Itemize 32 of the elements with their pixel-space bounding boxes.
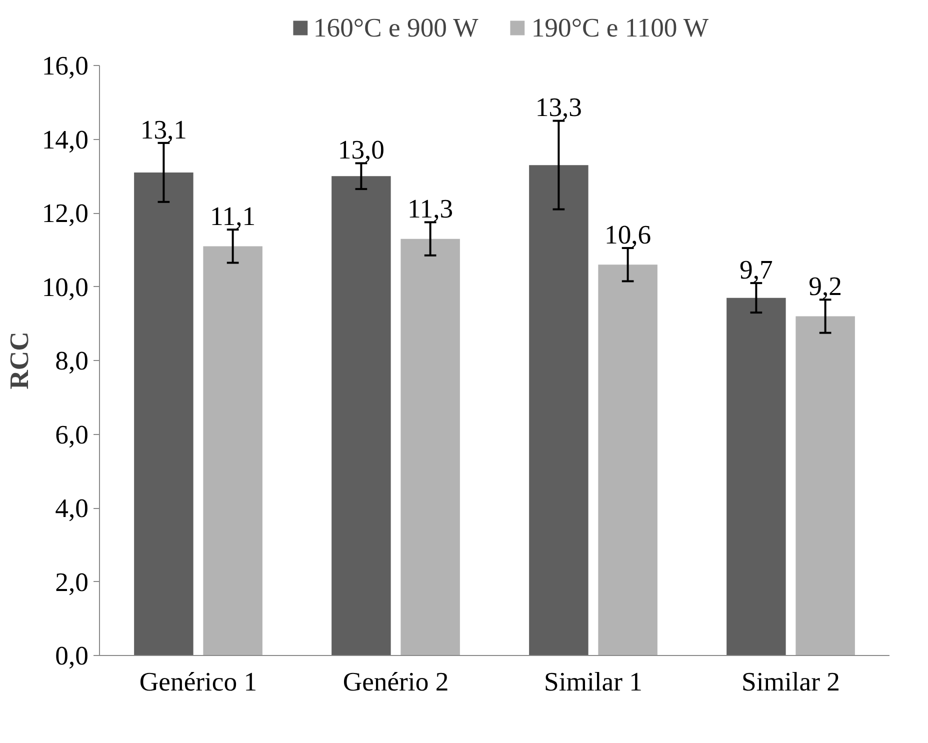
- data-label: 13,0: [338, 134, 385, 165]
- y-tick-label: 8,0: [55, 346, 89, 376]
- x-tick-label: Genério 2: [342, 666, 449, 696]
- y-axis-title: RCC: [4, 332, 34, 390]
- y-tick-label: 12,0: [42, 198, 89, 228]
- y-tick-label: 0,0: [55, 640, 89, 670]
- bar: [203, 246, 262, 656]
- legend-label: 190°C e 1100 W: [531, 12, 709, 43]
- y-tick-label: 4,0: [55, 493, 89, 523]
- x-tick-label: Genérico 1: [139, 666, 258, 696]
- data-label: 10,6: [604, 219, 652, 250]
- y-tick-label: 10,0: [42, 272, 89, 302]
- bar: [332, 176, 391, 656]
- bar: [598, 264, 658, 656]
- legend-label: 160°C e 900 W: [313, 12, 478, 43]
- bar: [400, 238, 460, 656]
- data-label: 9,7: [740, 254, 773, 284]
- bar: [134, 172, 194, 656]
- y-tick-label: 16,0: [42, 50, 89, 80]
- y-tick-label: 2,0: [55, 566, 89, 597]
- y-tick-label: 6,0: [55, 419, 89, 450]
- data-label: 13,3: [535, 92, 582, 122]
- data-label: 11,1: [210, 200, 256, 231]
- x-tick-label: Similar 1: [544, 666, 642, 696]
- bar: [796, 316, 855, 656]
- data-label: 9,2: [808, 271, 842, 302]
- bar: [529, 165, 588, 656]
- data-label: 13,1: [140, 114, 188, 144]
- bar: [726, 298, 786, 656]
- y-tick-label: 14,0: [42, 124, 89, 154]
- x-tick-label: Similar 2: [742, 666, 840, 696]
- data-label: 11,3: [407, 194, 454, 224]
